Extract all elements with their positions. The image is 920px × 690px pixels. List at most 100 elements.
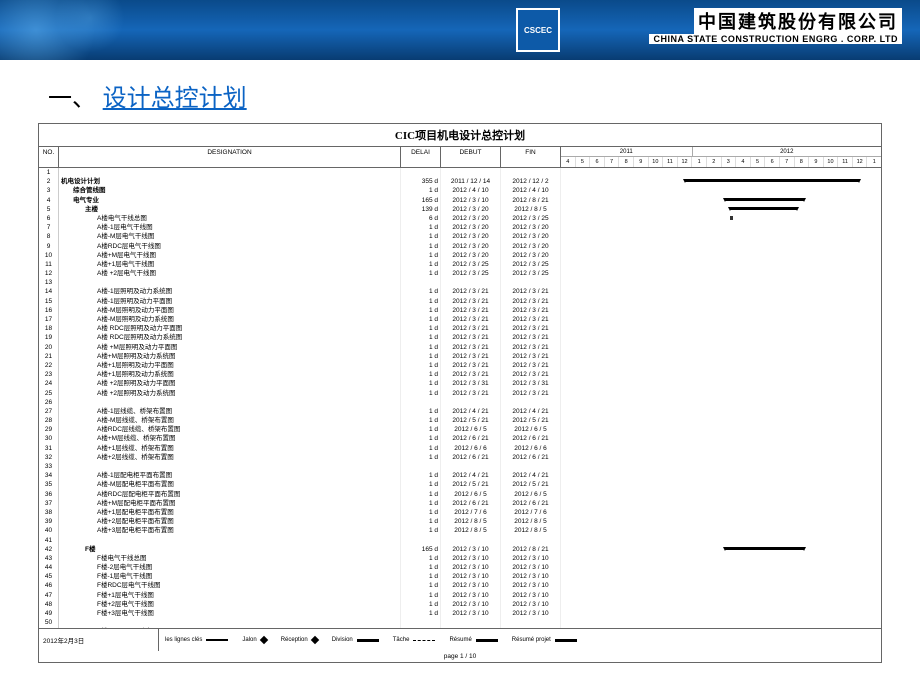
gantt-cell [561, 600, 881, 609]
gantt-cell [561, 545, 881, 554]
gantt-cell [561, 554, 881, 563]
legend-item: Réception [281, 637, 318, 643]
gantt-cell [561, 444, 881, 453]
col-gantt: 20112012 4567891011121234567891011121 [561, 147, 881, 167]
company-name-en: CHINA STATE CONSTRUCTION ENGRG . CORP. L… [649, 34, 902, 44]
table-row: 13 [39, 278, 881, 287]
gantt-cell [561, 269, 881, 278]
gantt-cell [561, 499, 881, 508]
table-row: 20A楼 +M层照明及动力平面图1 d2012 / 3 / 212012 / 3… [39, 343, 881, 352]
table-row: 23A楼+1层照明及动力系统图1 d2012 / 3 / 212012 / 3 … [39, 370, 881, 379]
gantt-cell [561, 214, 881, 223]
table-row: 8A楼-M层电气干线图1 d2012 / 3 / 202012 / 3 / 20 [39, 232, 881, 241]
table-row: 33 [39, 462, 881, 471]
gantt-cell [561, 398, 881, 407]
table-row: 50 [39, 618, 881, 627]
col-debut: DEBUT [441, 147, 501, 167]
gantt-month: 1 [692, 157, 707, 167]
table-row: 7A楼-1层电气干线图1 d2012 / 3 / 202012 / 3 / 20 [39, 223, 881, 232]
legend-item: Jalon [242, 637, 266, 643]
table-row: 32A楼+2层线缆、桥架布置图1 d2012 / 6 / 212012 / 6 … [39, 453, 881, 462]
gantt-cell [561, 333, 881, 342]
gantt-month: 8 [619, 157, 634, 167]
gantt-month: 12 [678, 157, 693, 167]
gantt-cell [561, 627, 881, 628]
table-row: 9A楼RDC层电气干线图1 d2012 / 3 / 202012 / 3 / 2… [39, 242, 881, 251]
table-row: 35A楼-M层配电柜平面布置图1 d2012 / 5 / 212012 / 5 … [39, 480, 881, 489]
gantt-cell [561, 425, 881, 434]
header-bar: CSCEC 中国建筑股份有限公司 CHINA STATE CONSTRUCTIO… [0, 0, 920, 60]
gantt-month: 5 [751, 157, 766, 167]
gantt-cell [561, 471, 881, 480]
sheet-footer: 2012年2月3日 les lignes clés Jalon Réception D… [39, 628, 881, 651]
legend-item: Résumé [449, 637, 497, 643]
table-row: 11A楼+1层电气干线图1 d2012 / 3 / 252012 / 3 / 2… [39, 260, 881, 269]
gantt-cell [561, 223, 881, 232]
table-row: 12A楼 +2层电气干线图1 d2012 / 3 / 252012 / 3 / … [39, 269, 881, 278]
column-headers: NO. DESIGNATION DELAI DEBUT FIN 20112012… [39, 147, 881, 168]
gantt-month: 12 [853, 157, 868, 167]
gantt-cell [561, 370, 881, 379]
table-row: 34A楼-1层配电柜平面布置图1 d2012 / 4 / 212012 / 4 … [39, 471, 881, 480]
table-row: 46F楼RDC层电气干线图1 d2012 / 3 / 102012 / 3 / … [39, 581, 881, 590]
legend-item: les lignes clés [165, 637, 228, 643]
table-row: 37A楼+M层配电柜平面布置图1 d2012 / 6 / 212012 / 6 … [39, 499, 881, 508]
table-row: 18A楼 RDC层照明及动力平面图1 d2012 / 3 / 212012 / … [39, 324, 881, 333]
table-row: 43F楼电气干线总图1 d2012 / 3 / 102012 / 3 / 10 [39, 554, 881, 563]
gantt-cell [561, 536, 881, 545]
gantt-cell [561, 572, 881, 581]
gantt-month: 10 [824, 157, 839, 167]
gantt-cell [561, 526, 881, 535]
table-row: 38A楼+1层配电柜平面布置图1 d2012 / 7 / 62012 / 7 /… [39, 508, 881, 517]
gantt-cell [561, 205, 881, 214]
table-row: 42F楼165 d2012 / 3 / 102012 / 8 / 21 [39, 545, 881, 554]
gantt-cell [561, 352, 881, 361]
gantt-cell [561, 618, 881, 627]
company-logo: CSCEC [516, 8, 560, 52]
gantt-month: 7 [780, 157, 795, 167]
col-no: NO. [39, 147, 59, 167]
table-row: 21A楼+M层照明及动力系统图1 d2012 / 3 / 212012 / 3 … [39, 352, 881, 361]
table-row: 31A楼+1层线缆、桥架布置图1 d2012 / 6 / 62012 / 6 /… [39, 444, 881, 453]
gantt-cell [561, 517, 881, 526]
header-decoration [0, 0, 180, 60]
gantt-cell [561, 186, 881, 195]
gantt-cell [561, 232, 881, 241]
table-row: 45F楼-1层电气干线图1 d2012 / 3 / 102012 / 3 / 1… [39, 572, 881, 581]
gantt-cell [561, 324, 881, 333]
gantt-cell [561, 242, 881, 251]
table-row: 17A楼-M层照明及动力系统图1 d2012 / 3 / 212012 / 3 … [39, 315, 881, 324]
table-row: 36A楼RDC层配电柜平面布置图1 d2012 / 6 / 52012 / 6 … [39, 490, 881, 499]
gantt-cell [561, 196, 881, 205]
table-row: 16A楼-M层照明及动力平面图1 d2012 / 3 / 212012 / 3 … [39, 306, 881, 315]
gantt-cell [561, 260, 881, 269]
gantt-cell [561, 379, 881, 388]
gantt-years: 20112012 [561, 147, 881, 157]
gantt-bar [725, 198, 804, 201]
page-title: 一、 设计总控计划 [0, 60, 920, 117]
gantt-cell [561, 591, 881, 600]
gantt-cell [561, 343, 881, 352]
gantt-month: 2 [707, 157, 722, 167]
table-row: 25A楼 +2层照明及动力系统图1 d2012 / 3 / 212012 / 3… [39, 389, 881, 398]
table-row: 27A楼-1层线缆、桥架布置图1 d2012 / 4 / 212012 / 4 … [39, 407, 881, 416]
gantt-month: 1 [867, 157, 881, 167]
gantt-cell [561, 287, 881, 296]
gantt-cell [561, 453, 881, 462]
gantt-month: 9 [809, 157, 824, 167]
title-link[interactable]: 设计总控计划 [103, 86, 247, 112]
legend-item: Division [332, 637, 379, 643]
gantt-cell [561, 315, 881, 324]
gantt-cell [561, 508, 881, 517]
table-row: 49F楼+3层电气干线图1 d2012 / 3 / 102012 / 3 / 1… [39, 609, 881, 618]
col-fin: FIN [501, 147, 561, 167]
table-row: 41 [39, 536, 881, 545]
footer-date: 2012年2月3日 [39, 629, 159, 651]
gantt-cell [561, 389, 881, 398]
table-row: 1 [39, 168, 881, 177]
table-row: 29A楼RDC层线缆、桥架布置图1 d2012 / 6 / 52012 / 6 … [39, 425, 881, 434]
table-row: 40A楼+3层配电柜平面布置图1 d2012 / 8 / 52012 / 8 /… [39, 526, 881, 535]
table-row: 4电气专业165 d2012 / 3 / 102012 / 8 / 21 [39, 196, 881, 205]
page-number: page 1 / 10 [39, 651, 881, 662]
gantt-bar [730, 216, 734, 220]
